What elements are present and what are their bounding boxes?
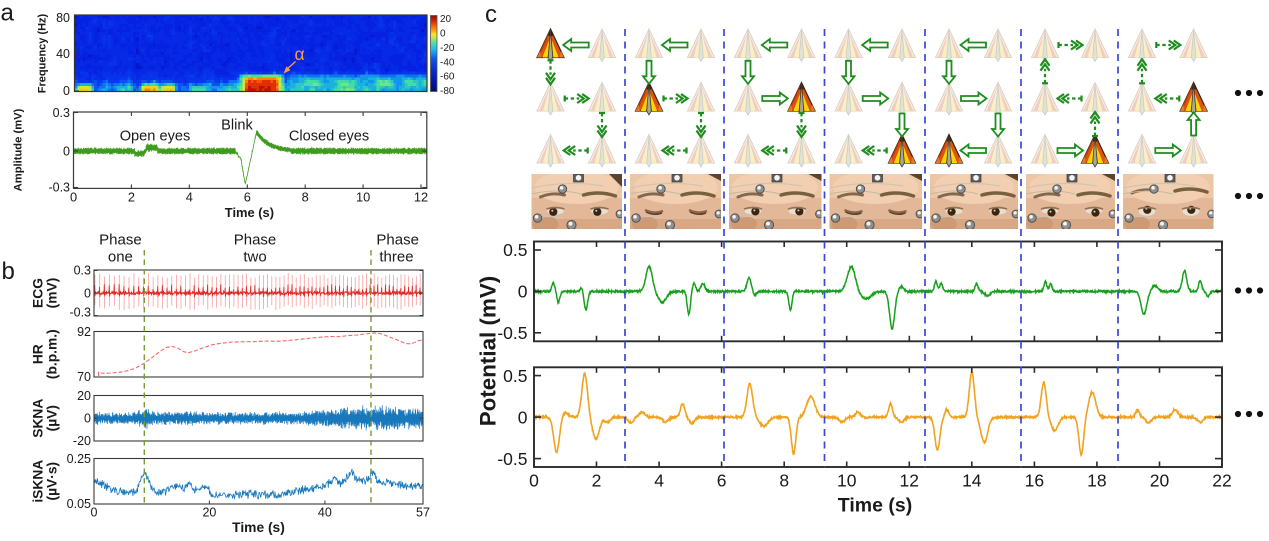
- svg-text:Blink: Blink: [221, 118, 253, 134]
- svg-text:-0.3: -0.3: [48, 181, 70, 195]
- svg-text:0: 0: [84, 412, 91, 426]
- svg-text:0.3: 0.3: [53, 106, 70, 120]
- svg-text:0.5: 0.5: [503, 240, 527, 260]
- svg-text:16: 16: [1025, 471, 1044, 491]
- svg-text:(b.p.m.): (b.p.m.): [45, 329, 60, 379]
- svg-text:-20: -20: [73, 434, 91, 448]
- svg-text:SKNA: SKNA: [31, 399, 46, 438]
- svg-text:0: 0: [84, 287, 91, 301]
- svg-text:ECG: ECG: [31, 278, 46, 308]
- svg-text:6: 6: [717, 471, 727, 491]
- svg-text:0: 0: [70, 190, 77, 205]
- svg-text:-0.5: -0.5: [497, 323, 527, 343]
- svg-text:0: 0: [63, 145, 70, 159]
- svg-text:14: 14: [962, 471, 982, 491]
- svg-text:6: 6: [244, 190, 251, 205]
- svg-text:20: 20: [1150, 471, 1170, 491]
- svg-text:Time (s): Time (s): [838, 495, 912, 517]
- svg-text:22: 22: [1212, 471, 1231, 491]
- svg-text:Phase: Phase: [234, 232, 277, 249]
- svg-text:0.3: 0.3: [74, 264, 91, 278]
- svg-text:HR: HR: [31, 344, 46, 364]
- svg-text:0.5: 0.5: [503, 366, 527, 386]
- svg-text:0: 0: [529, 471, 539, 491]
- svg-text:three: three: [379, 249, 413, 266]
- svg-text:20: 20: [202, 506, 216, 520]
- svg-text:Phase: Phase: [376, 232, 419, 249]
- svg-text:α: α: [294, 44, 304, 64]
- svg-text:4: 4: [186, 190, 193, 205]
- svg-text:c: c: [485, 1, 497, 28]
- svg-text:8: 8: [779, 471, 789, 491]
- svg-text:70: 70: [77, 370, 91, 384]
- svg-text:Closed eyes: Closed eyes: [289, 129, 369, 145]
- svg-text:-0.3: -0.3: [69, 306, 91, 320]
- svg-text:12: 12: [900, 471, 919, 491]
- svg-text:b: b: [2, 258, 15, 285]
- svg-text:iSKNA: iSKNA: [31, 460, 46, 503]
- svg-text:Time (s): Time (s): [225, 205, 274, 220]
- svg-text:0: 0: [518, 407, 528, 427]
- svg-text:8: 8: [302, 190, 309, 205]
- svg-text:10: 10: [356, 190, 370, 205]
- svg-text:80: 80: [56, 11, 70, 25]
- svg-text:2: 2: [592, 471, 602, 491]
- svg-text:0: 0: [63, 84, 70, 98]
- svg-text:-40: -40: [440, 57, 455, 68]
- svg-text:92: 92: [77, 325, 91, 339]
- svg-text:-0.5: -0.5: [497, 449, 527, 469]
- svg-text:a: a: [1, 0, 15, 27]
- svg-text:one: one: [108, 249, 133, 266]
- svg-text:two: two: [243, 249, 266, 266]
- svg-text:Amplitude (mV): Amplitude (mV): [13, 108, 25, 191]
- svg-text:4: 4: [654, 471, 664, 491]
- svg-text:-60: -60: [440, 72, 455, 83]
- svg-text:18: 18: [1087, 471, 1106, 491]
- svg-text:Time (s): Time (s): [232, 520, 285, 535]
- svg-text:0: 0: [518, 282, 528, 302]
- svg-text:(mV): (mV): [45, 278, 60, 309]
- svg-text:(µV): (µV): [45, 405, 60, 431]
- svg-text:-80: -80: [440, 86, 455, 97]
- svg-text:Frequency (Hz): Frequency (Hz): [37, 13, 49, 93]
- svg-text:-20: -20: [440, 43, 455, 54]
- svg-text:Phase: Phase: [99, 232, 142, 249]
- svg-text:0.25: 0.25: [67, 452, 91, 466]
- svg-text:(µV·s): (µV·s): [45, 462, 60, 501]
- svg-text:Potential (mV): Potential (mV): [476, 276, 501, 427]
- svg-text:40: 40: [318, 506, 332, 520]
- svg-text:20: 20: [77, 389, 91, 403]
- svg-text:0.05: 0.05: [67, 497, 91, 511]
- svg-text:10: 10: [837, 471, 857, 491]
- svg-text:57: 57: [416, 506, 430, 520]
- svg-text:12: 12: [414, 190, 428, 205]
- svg-text:40: 40: [56, 47, 70, 61]
- svg-text:0: 0: [440, 28, 446, 39]
- svg-text:20: 20: [440, 14, 452, 25]
- svg-text:0: 0: [91, 506, 98, 520]
- svg-text:2: 2: [128, 190, 135, 205]
- svg-text:Open eyes: Open eyes: [120, 129, 191, 145]
